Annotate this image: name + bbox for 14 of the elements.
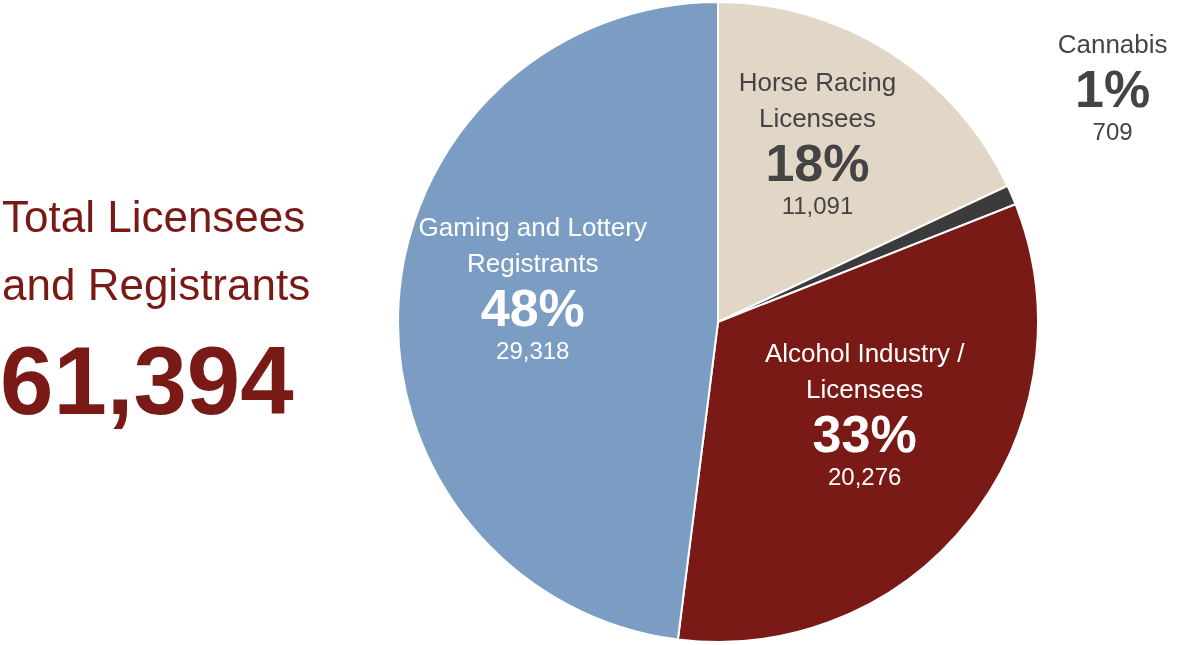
text: 29,318 xyxy=(496,337,570,365)
text: 709 xyxy=(1092,118,1133,146)
data-label: 18% xyxy=(765,134,870,193)
data-label: 48% xyxy=(480,279,585,338)
data-label: 1% xyxy=(1075,60,1151,119)
slice-label: Cannabis xyxy=(1057,29,1168,60)
data-label: 33% xyxy=(812,404,917,463)
text: Total Licensees and Registrants xyxy=(2,192,311,309)
slice-label: Alcohol Industry / Licensees xyxy=(764,337,966,404)
text: 20,276 xyxy=(827,462,902,490)
slice-label: Horse Racing Licensees xyxy=(738,67,897,134)
text: 11,091 xyxy=(781,192,854,220)
slice-label: Gaming and Lottery Registrants xyxy=(418,212,647,279)
text: 61,394 xyxy=(0,327,294,434)
